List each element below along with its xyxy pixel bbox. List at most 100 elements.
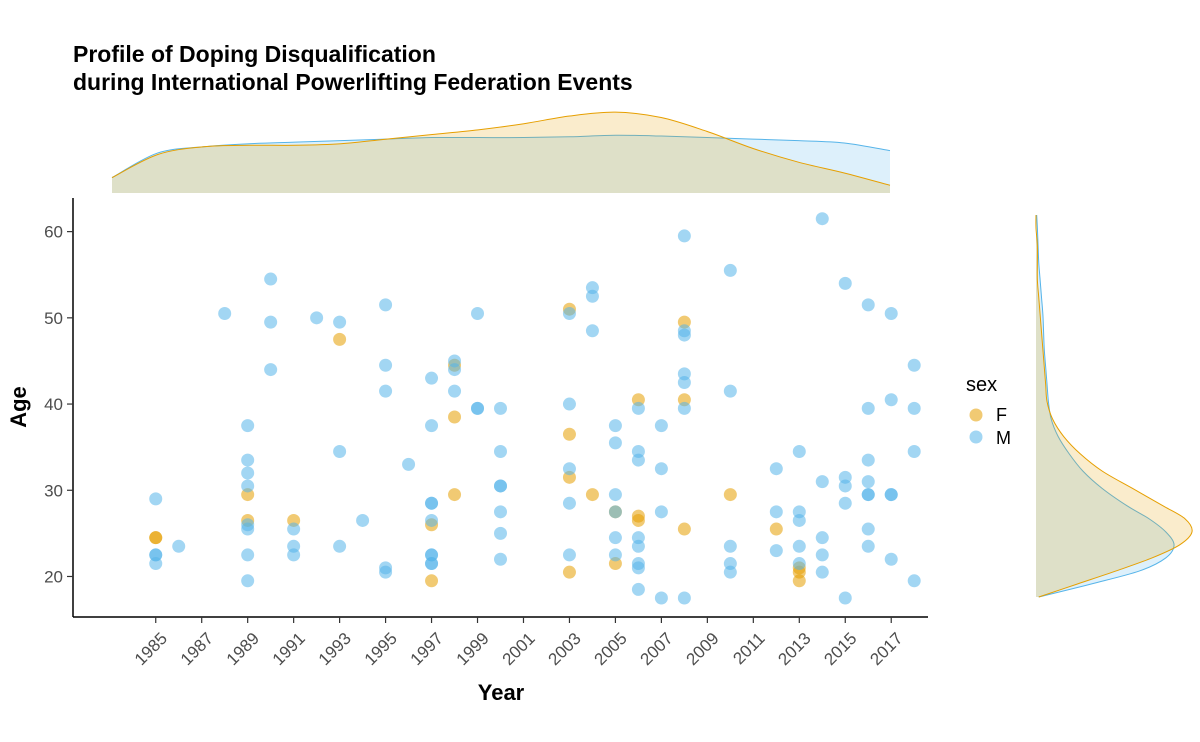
point-f [333, 332, 347, 346]
y-tick-label: 50 [44, 309, 63, 328]
point-m [861, 539, 875, 553]
point-m [379, 565, 393, 579]
x-tick-label: 2011 [729, 629, 768, 668]
point-m [333, 315, 347, 329]
point-m [654, 591, 668, 605]
point-m [333, 444, 347, 458]
density-line-f [1035, 214, 1193, 598]
point-m [241, 574, 255, 588]
point-m [425, 557, 439, 571]
point-m [884, 488, 898, 502]
point-m [861, 453, 875, 467]
chart-title-line-1: Profile of Doping Disqualification [73, 41, 436, 67]
point-m [287, 548, 301, 562]
point-m [792, 557, 806, 571]
point-m [631, 401, 645, 415]
point-m [494, 526, 507, 540]
x-tick-label: 2017 [866, 629, 906, 669]
point-m [494, 552, 507, 566]
point-m [677, 401, 691, 415]
point-m [792, 539, 806, 553]
point-m [861, 475, 875, 489]
point-m [769, 544, 783, 558]
x-tick-label: 1995 [361, 629, 401, 669]
point-m [861, 401, 875, 415]
point-m [608, 531, 622, 545]
point-f [769, 522, 783, 536]
density-line-m [1036, 214, 1175, 598]
point-m [241, 522, 255, 536]
point-f [631, 513, 645, 527]
point-m [310, 311, 324, 325]
x-tick-label: 1993 [315, 629, 355, 669]
density-line-m [111, 134, 891, 179]
point-m [241, 479, 255, 493]
point-m [608, 505, 622, 519]
x-tick-label: 2007 [637, 629, 677, 669]
x-tick-label: 1985 [131, 629, 171, 669]
point-m [792, 513, 806, 527]
point-m [838, 479, 852, 493]
top-marginal-density [111, 111, 891, 193]
point-m [723, 263, 737, 277]
point-m [907, 401, 921, 415]
legend-marker-m [969, 430, 983, 444]
x-tick-label: 2001 [499, 629, 539, 669]
point-m [861, 298, 875, 312]
point-m [884, 307, 898, 321]
point-m [218, 307, 232, 321]
point-m [907, 574, 921, 588]
density-area-f [1035, 215, 1193, 597]
point-m [815, 548, 829, 562]
point-m [264, 272, 278, 286]
point-m [494, 401, 507, 415]
point-m [287, 522, 301, 536]
point-m [264, 315, 278, 329]
point-f [562, 427, 576, 441]
chart-title-line-2: during International Powerlifting Federa… [73, 69, 633, 95]
point-m [562, 397, 576, 411]
point-m [654, 462, 668, 476]
point-m [884, 552, 898, 566]
point-m [723, 565, 737, 579]
point-m [562, 462, 576, 476]
density-line-f [111, 111, 891, 186]
point-m [425, 419, 439, 433]
point-m [471, 307, 485, 321]
point-m [562, 496, 576, 510]
point-m [608, 488, 622, 502]
point-m [769, 462, 783, 476]
point-f [677, 522, 691, 536]
point-f [149, 531, 163, 545]
point-m [425, 513, 439, 527]
point-m [608, 548, 622, 562]
point-m [654, 419, 668, 433]
point-m [585, 289, 599, 303]
point-m [815, 475, 829, 489]
point-m [471, 401, 485, 415]
x-tick-label: 2015 [820, 629, 860, 669]
point-m [723, 384, 737, 398]
legend-title: sex [966, 374, 997, 396]
point-m [448, 363, 462, 377]
point-m [149, 557, 163, 571]
point-m [815, 212, 829, 226]
point-m [379, 298, 393, 312]
point-m [264, 363, 278, 377]
point-m [494, 444, 507, 458]
point-m [631, 582, 645, 596]
point-m [494, 479, 507, 493]
y-tick-label: 20 [44, 567, 63, 586]
point-m [677, 375, 691, 389]
point-m [723, 539, 737, 553]
point-f [585, 488, 599, 502]
point-m [333, 539, 347, 553]
x-tick-label: 1987 [177, 629, 217, 669]
point-f [723, 488, 737, 502]
point-m [631, 561, 645, 575]
point-m [631, 453, 645, 467]
point-m [677, 229, 691, 243]
point-m [585, 324, 599, 338]
x-tick-label: 1997 [407, 629, 447, 669]
point-m [241, 466, 255, 480]
